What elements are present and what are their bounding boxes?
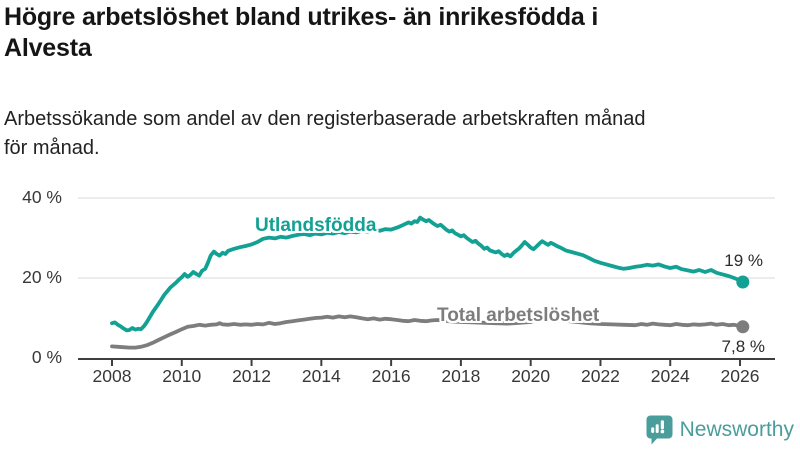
brand-name: Newsworthy (679, 418, 794, 441)
speech-bubble-shape (646, 415, 673, 445)
y-tick-label: 0 % (31, 347, 62, 367)
series-label-utlandsfodda: Utlandsfödda (255, 215, 377, 236)
y-tick-label: 20 % (22, 267, 62, 287)
title-line-1: Högre arbetslöshet bland utrikes- än inr… (4, 3, 599, 31)
exclamation-dot (660, 429, 664, 434)
x-tick-label: 2016 (371, 366, 411, 386)
series-end-dot-0 (736, 275, 750, 289)
chart-subtitle: Arbetssökande som andel av den registerb… (4, 105, 796, 163)
page-title: Högre arbetslöshet bland utrikes- än inr… (4, 2, 796, 64)
series-line-0 (110, 215, 745, 333)
x-tick-label: 2008 (92, 366, 132, 386)
subtitle-line-2: för månad. (4, 137, 100, 159)
series-label-total-arbetsloshet: Total arbetslöshet (437, 305, 600, 326)
x-tick-label: 2022 (580, 366, 620, 386)
exclamation-bar (660, 420, 664, 430)
x-tick-label: 2024 (650, 366, 690, 386)
end-value-label-total-arbetsloshet: 7,8 % (721, 337, 765, 356)
x-tick-label: 2010 (162, 366, 202, 386)
x-tick-label: 2018 (441, 366, 481, 386)
x-tick-label: 2012 (232, 366, 272, 386)
y-tick-label: 40 % (22, 187, 62, 207)
bar-chart-bar-tall (655, 424, 659, 433)
subtitle-line-1: Arbetssökande som andel av den registerb… (4, 108, 646, 130)
x-tick-label: 2026 (720, 366, 760, 386)
bar-chart-bar-short (650, 427, 654, 433)
end-value-label-utlandsfodda: 19 % (724, 251, 763, 270)
x-tick-label: 2020 (511, 366, 551, 386)
title-line-2: Alvesta (4, 34, 92, 62)
series-line-1 (110, 314, 745, 350)
brand-footer[interactable]: Newsworthy (646, 415, 794, 445)
newsworthy-logo-icon (646, 415, 673, 445)
x-tick-label: 2014 (301, 366, 341, 386)
series-end-dot-1 (736, 320, 750, 334)
